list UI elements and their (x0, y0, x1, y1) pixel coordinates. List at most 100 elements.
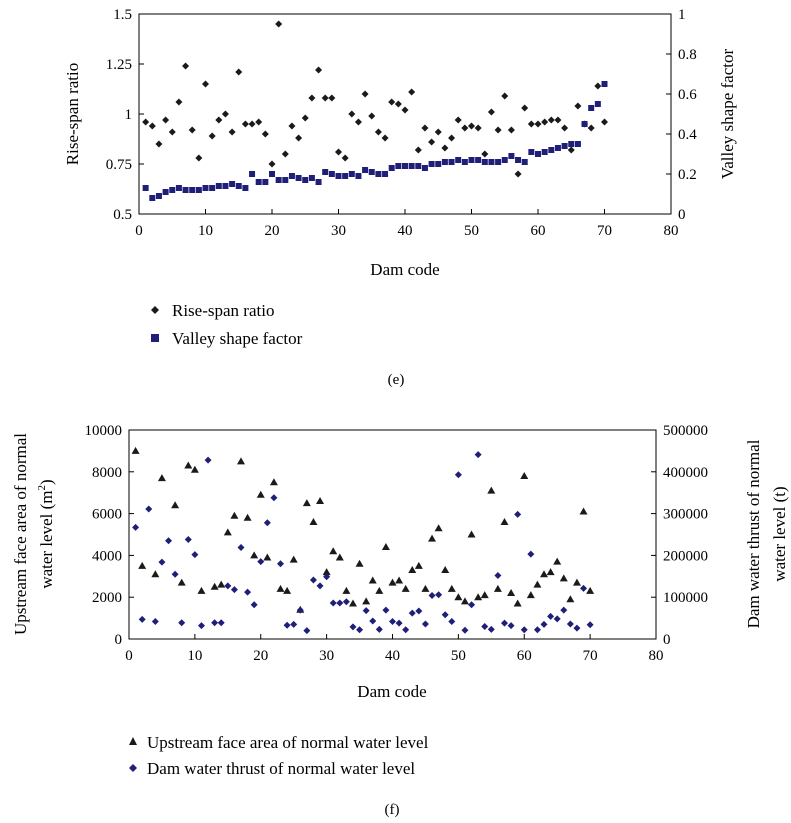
chart-e-series-1-point (175, 98, 183, 106)
chart-e-x-axis-title: Dam code (370, 260, 439, 279)
chart-e-series-2-point (581, 121, 588, 127)
chart-f-series-2-point (395, 619, 403, 627)
chart-e-series-1-point (514, 170, 522, 178)
chart-e-series-1-point (567, 146, 575, 154)
chart-e-series-2-point (282, 177, 289, 183)
chart-e-y2-tick-label: 1 (678, 7, 686, 23)
chart-e-series-1-point (202, 80, 209, 88)
chart-f-series-1-point (414, 561, 423, 569)
chart-f-series-2-point (151, 617, 159, 625)
chart-e-series-2-point (362, 167, 369, 173)
chart-f-legend-label-area: Upstream face area of normal water level (147, 733, 429, 752)
chart-e-series-1-point (195, 154, 203, 162)
chart-f-series-2-point (468, 601, 476, 609)
chart-f-series-2-point (191, 551, 199, 559)
chart-e-series-1-point (315, 66, 323, 74)
chart-e-y2-tick-label: 0.8 (678, 47, 697, 63)
chart-e-points (142, 20, 608, 201)
chart-e-series-1-point (401, 106, 409, 114)
chart-e-series-1-point (301, 114, 309, 122)
chart-f-series-2-point (178, 619, 186, 627)
chart-e-series-2-point (515, 157, 522, 163)
chart-f-x-tick-label: 60 (517, 648, 532, 664)
chart-e-series-2-point (521, 159, 528, 165)
chart-f-series-1-point (520, 471, 529, 479)
chart-e-series-2-point (541, 149, 548, 155)
chart-f-series-2-point (580, 584, 588, 592)
chart-f-series-1-point (171, 501, 180, 509)
chart-f-series-2-point (441, 611, 449, 619)
chart-e-x-tick-label: 30 (331, 223, 346, 239)
chart-f-series-2-point (547, 612, 555, 620)
chart-f-series-1-point (190, 465, 199, 473)
chart-f-series-2-point (296, 606, 304, 614)
chart-e-series-1-point (448, 134, 456, 142)
chart-e-series-1-point (162, 116, 170, 124)
chart-f-series-1-point (559, 574, 568, 582)
chart-e-y-tick-label: 1.5 (113, 7, 132, 23)
chart-e-series-1-point (587, 124, 595, 132)
chart-e-series-2-point (348, 171, 355, 177)
chart-f-legend: Upstream face area of normal water level… (129, 733, 429, 778)
chart-f-series-2-point (408, 609, 416, 617)
chart-e: 0 10 20 30 40 50 60 70 80 0.5 0.75 1 1.25 1.5 0 0.2 0.4 0… (63, 7, 737, 388)
chart-e-series-2-point (481, 159, 488, 165)
chart-f-y2-tick-label: 200000 (663, 548, 708, 564)
chart-f-series-2-point (303, 627, 311, 635)
chart-e-series-1-point (275, 20, 283, 28)
chart-f-series-2-point (257, 558, 265, 566)
chart-f-x-tick-label: 70 (583, 648, 598, 664)
chart-f-series-2-point (263, 519, 271, 527)
chart-e-series-2-point (455, 157, 462, 163)
chart-e-series-1-point (235, 68, 243, 76)
chart-e-y2-tick-label: 0.2 (678, 167, 697, 183)
chart-e-series-2-point (255, 179, 262, 185)
chart-f-series-1-point (513, 599, 522, 607)
chart-f-series-2-point (435, 591, 443, 599)
chart-e-legend-marker-valley (151, 334, 159, 342)
chart-e-y-tick-label: 0.75 (106, 157, 132, 173)
chart-e-series-2-point (295, 175, 302, 181)
chart-e-series-2-point (415, 163, 422, 169)
chart-f-y-tick-label: 0 (115, 632, 123, 648)
chart-f-series-2-point (573, 624, 581, 632)
chart-e-legend-label-valley: Valley shape factor (172, 329, 303, 348)
chart-e-series-2-point (222, 183, 229, 189)
chart-f-series-2-point (184, 536, 192, 544)
chart-e-series-2-point (308, 175, 315, 181)
chart-e-series-2-point (402, 163, 408, 169)
chart-f-series-2-point (309, 576, 317, 584)
chart-f-series-1-point (395, 576, 404, 584)
chart-e-series-1-point (368, 112, 376, 120)
chart-f-series-2-point (586, 621, 594, 629)
chart-f-series-2-point (369, 617, 377, 625)
chart-e-series-1-point (348, 110, 356, 118)
chart-f: 0 10 20 30 40 50 60 70 8002000400060008000100000… (11, 423, 789, 818)
chart-e-series-2-point (528, 149, 535, 155)
chart-e-series-1-point (221, 110, 229, 118)
chart-f-series-2-point (514, 510, 522, 518)
chart-e-series-2-point (501, 157, 508, 163)
chart-f-y2-axis-title: Dam water thrust of normal water level (… (744, 439, 789, 628)
chart-e-series-1-point (381, 134, 389, 142)
chart-f-series-2-point (277, 560, 285, 568)
chart-f-series-1-point (355, 559, 364, 567)
chart-f-legend-label-thrust: Dam water thrust of normal water level (147, 759, 415, 778)
chart-f-series-2-point (415, 607, 423, 615)
chart-f-series-1-point (217, 580, 226, 588)
chart-e-series-1-point (354, 118, 362, 126)
chart-f-y-tick-label: 10000 (85, 423, 123, 439)
chart-f-series-1-point (309, 517, 318, 525)
chart-f-series-1-point (368, 576, 377, 584)
chart-f-series-2-point (145, 505, 153, 513)
chart-f-series-1-point (566, 595, 575, 603)
chart-f-x-axis-title: Dam code (357, 682, 426, 701)
chart-e-series-1-point (507, 126, 515, 134)
chart-f-series-1-point (467, 530, 476, 538)
chart-f-series-1-point (434, 524, 443, 532)
chart-e-x-tick-label: 80 (664, 223, 679, 239)
chart-e-series-2-point (202, 185, 209, 191)
chart-e-series-2-point (189, 187, 196, 193)
chart-f-caption: (f) (385, 802, 400, 818)
chart-e-x-tick-label: 0 (135, 223, 143, 239)
